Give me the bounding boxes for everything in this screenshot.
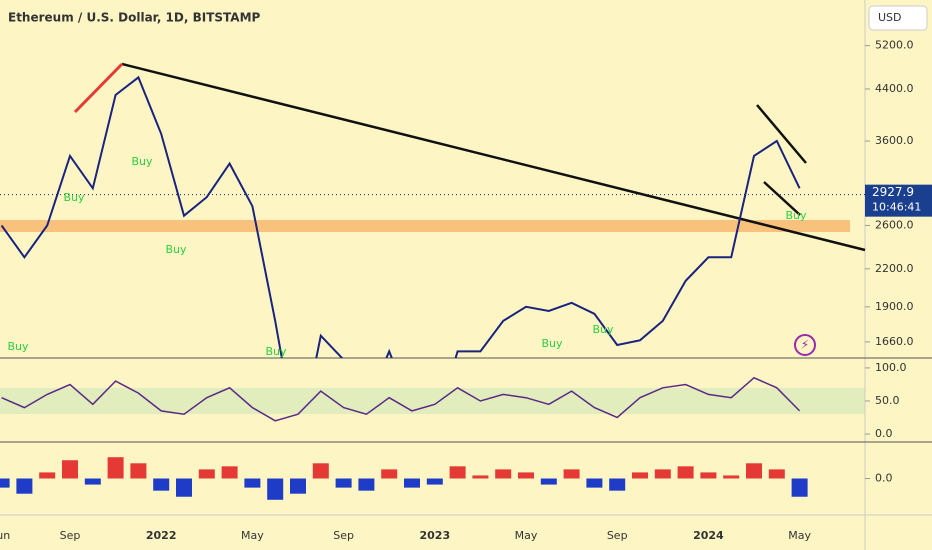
- currency-button[interactable]: [868, 5, 928, 31]
- bar: [472, 475, 489, 479]
- bar: [335, 478, 352, 488]
- bar: [130, 463, 147, 479]
- bar: [746, 463, 762, 479]
- bar: [495, 469, 512, 479]
- buy-label: Buy: [131, 155, 153, 168]
- bar: [84, 478, 101, 485]
- bar: [153, 478, 170, 491]
- currency-label[interactable]: USD: [878, 11, 902, 24]
- bar: [176, 478, 192, 497]
- x-tick-label: 2022: [146, 529, 177, 542]
- bar: [107, 457, 124, 479]
- bar: [563, 469, 580, 479]
- y-tick-label: 100.0: [875, 361, 907, 374]
- trend-line: [121, 62, 866, 252]
- bar: [768, 469, 785, 479]
- y-tick-label: 2600.0: [875, 218, 914, 231]
- bar: [381, 469, 398, 479]
- y-tick-label: 50.0: [875, 394, 900, 407]
- buy-label: Buy: [165, 243, 187, 256]
- bar: [198, 469, 215, 479]
- price-line: [0, 75, 801, 358]
- trend-line: [756, 104, 807, 164]
- bar: [312, 463, 329, 479]
- rsi-band: [0, 388, 865, 414]
- bar: [221, 466, 238, 479]
- y-tick-label: 0.0: [875, 427, 893, 440]
- bar: [426, 478, 443, 485]
- y-tick-label: 2200.0: [875, 262, 914, 275]
- last-price-tag: [865, 184, 932, 217]
- bar: [518, 472, 534, 479]
- y-tick-label: 3600.0: [875, 134, 914, 147]
- trend-line: [763, 181, 801, 216]
- x-tick-label: Sep: [333, 529, 354, 542]
- bar: [16, 478, 33, 494]
- bar: [586, 478, 603, 488]
- trend-line: [73, 62, 124, 114]
- x-tick-label: 2023: [419, 529, 450, 542]
- bar: [404, 478, 420, 488]
- x-tick-label: May: [515, 529, 538, 542]
- bar: [791, 478, 808, 497]
- bar: [609, 478, 626, 491]
- buy-label: Buy: [63, 191, 85, 204]
- chart-title: Ethereum / U.S. Dollar, 1D, BITSTAMP: [8, 11, 261, 25]
- x-tick-label: Jun: [0, 529, 10, 542]
- bar: [540, 478, 557, 485]
- x-tick-label: May: [241, 529, 264, 542]
- buy-label: Buy: [265, 345, 287, 358]
- buy-label: Buy: [592, 323, 614, 336]
- price-line: [1, 376, 801, 422]
- bar: [677, 466, 694, 479]
- countdown: 10:46:41: [872, 201, 921, 214]
- buy-label: Buy: [541, 337, 563, 350]
- x-tick-label: 2024: [693, 529, 724, 542]
- bar: [449, 466, 466, 479]
- bar: [700, 472, 717, 479]
- y-tick-label: 5200.0: [875, 39, 914, 52]
- y-tick-label: 4400.0: [875, 82, 914, 95]
- bar: [290, 478, 306, 494]
- y-tick-label: 1660.0: [875, 335, 914, 348]
- buy-label: Buy: [7, 340, 29, 353]
- alert-icon[interactable]: [794, 334, 816, 356]
- bar: [654, 469, 671, 479]
- y-tick-label: 1900.0: [875, 300, 914, 313]
- bar: [723, 475, 740, 479]
- buy-label: Buy: [785, 209, 807, 222]
- support-zone: [0, 220, 850, 232]
- x-tick-label: Sep: [607, 529, 628, 542]
- last-price: 2927.9: [872, 185, 914, 199]
- bar: [39, 472, 56, 479]
- x-tick-label: May: [788, 529, 811, 542]
- bar: [244, 478, 261, 488]
- bar: [632, 472, 648, 479]
- bar: [358, 478, 375, 491]
- bar: [62, 460, 78, 479]
- y-tick-label: 0.0: [875, 472, 893, 485]
- alert-icon-glyph: ⚡: [801, 338, 809, 352]
- bar: [267, 478, 284, 500]
- x-tick-label: Sep: [60, 529, 81, 542]
- bar: [0, 478, 10, 488]
